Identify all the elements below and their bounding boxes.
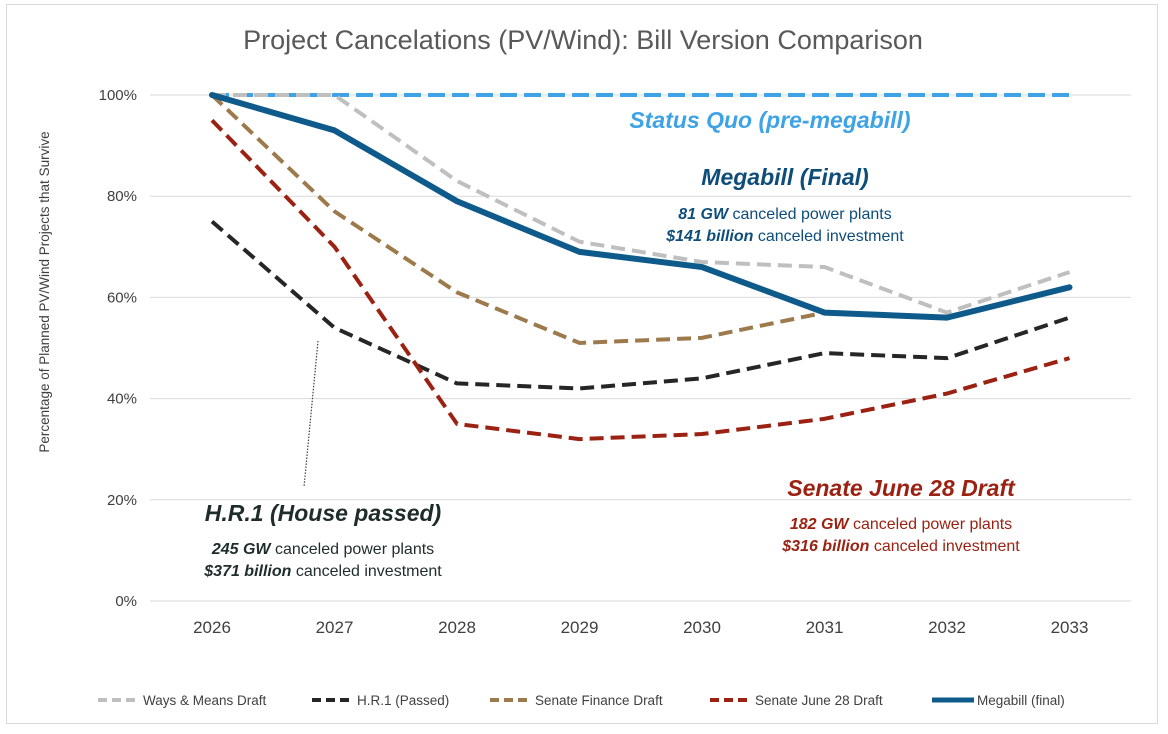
series-lines [209,92,1073,442]
series-line [212,93,1071,315]
megabill-annotation-usd-line: $141 billion canceled investment [665,228,904,245]
series-line [210,118,1071,442]
status-quo-label: Status Quo (pre-megabill) [629,107,910,133]
x-tick-labels: 2026 2027 2028 2029 2030 2031 2032 2033 [193,618,1088,637]
x-tick-label: 2027 [316,618,354,637]
x-tick-label: 2031 [806,618,844,637]
hr1-annotation-gw-line: 245 GW canceled power plants [211,541,434,558]
chart-title: Project Cancelations (PV/Wind): Bill Ver… [243,25,923,55]
hr1-leader-line [303,340,319,488]
x-tick-label: 2032 [928,618,966,637]
senate-annotation-gw-line: 182 GW canceled power plants [790,516,1012,533]
x-tick-label: 2026 [193,618,231,637]
legend-label: Megabill (final) [977,693,1065,708]
y-tick-label: 100% [99,87,137,104]
megabill-annotation-gw-line: 81 GW canceled power plants [678,206,891,223]
series-line [210,93,825,345]
y-tick-label: 40% [107,391,137,408]
x-tick-label: 2028 [438,618,476,637]
senate-annotation-usd-line: $316 billion canceled investment [781,538,1020,555]
y-tick-label: 0% [115,593,137,610]
x-tick-label: 2030 [683,618,721,637]
megabill-annotation-head: Megabill (Final) [701,164,868,190]
series-line [209,92,1073,321]
x-tick-label: 2033 [1051,618,1089,637]
chart-frame [6,4,1158,724]
legend: Ways & Means Draft H.R.1 (Passed) Senate F… [98,693,1065,708]
series-line [210,219,1071,391]
hr1-annotation-usd-line: $371 billion canceled investment [203,563,442,580]
legend-label: Senate June 28 Draft [755,693,883,708]
legend-label: Senate Finance Draft [535,693,663,708]
x-tick-label: 2029 [561,618,599,637]
senate-annotation-head: Senate June 28 Draft [787,475,1016,501]
hr1-annotation-head: H.R.1 (House passed) [205,500,441,526]
y-tick-label: 20% [107,492,137,509]
y-axis-label: Percentage of Planned PV/Wind Projects t… [37,131,52,452]
legend-label: Ways & Means Draft [143,693,267,708]
legend-label: H.R.1 (Passed) [357,693,449,708]
y-tick-labels: 0% 20% 40% 60% 80% 100% [99,87,137,610]
y-tick-label: 80% [107,188,137,205]
annotations: Status Quo (pre-megabill) Megabill (Final… [203,107,1020,580]
y-tick-label: 60% [107,289,137,306]
